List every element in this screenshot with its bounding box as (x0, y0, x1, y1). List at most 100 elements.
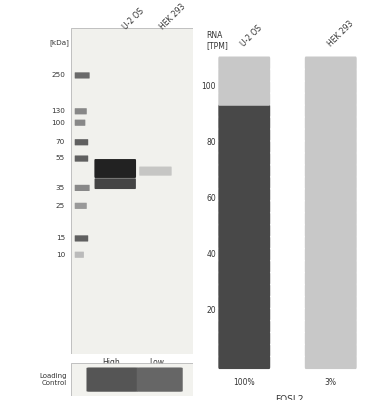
Text: 25: 25 (56, 203, 65, 209)
FancyBboxPatch shape (218, 188, 270, 202)
FancyBboxPatch shape (137, 368, 183, 392)
Text: 130: 130 (51, 108, 65, 114)
FancyBboxPatch shape (305, 116, 357, 130)
FancyBboxPatch shape (218, 344, 270, 357)
Bar (71, 28, 193, 44)
FancyBboxPatch shape (305, 200, 357, 214)
Text: U-2 OS: U-2 OS (239, 23, 264, 48)
FancyBboxPatch shape (305, 332, 357, 345)
FancyBboxPatch shape (218, 164, 270, 178)
FancyBboxPatch shape (218, 104, 270, 118)
Bar (71, 305, 193, 322)
Text: 60: 60 (206, 194, 216, 203)
FancyBboxPatch shape (305, 284, 357, 297)
FancyBboxPatch shape (305, 140, 357, 154)
Text: 35: 35 (56, 185, 65, 191)
FancyBboxPatch shape (218, 176, 270, 190)
FancyBboxPatch shape (305, 260, 357, 273)
FancyBboxPatch shape (218, 56, 270, 70)
Text: 40: 40 (206, 250, 216, 259)
Text: HEK 293: HEK 293 (158, 2, 187, 31)
Text: HEK 293: HEK 293 (326, 19, 355, 48)
Bar (71, 191, 193, 207)
FancyBboxPatch shape (75, 120, 85, 126)
Bar (71, 289, 193, 305)
FancyBboxPatch shape (305, 308, 357, 321)
FancyBboxPatch shape (218, 356, 270, 369)
Text: Loading
Control: Loading Control (39, 373, 67, 386)
FancyBboxPatch shape (218, 224, 270, 238)
Text: 250: 250 (51, 72, 65, 78)
FancyBboxPatch shape (305, 92, 357, 106)
FancyBboxPatch shape (218, 236, 270, 249)
FancyBboxPatch shape (305, 152, 357, 166)
FancyBboxPatch shape (75, 108, 87, 114)
Bar (71, 158, 193, 175)
FancyBboxPatch shape (305, 164, 357, 178)
FancyBboxPatch shape (139, 166, 172, 176)
FancyBboxPatch shape (218, 80, 270, 94)
Text: [kDa]: [kDa] (49, 40, 69, 46)
Text: 100%: 100% (234, 378, 255, 386)
FancyBboxPatch shape (75, 156, 88, 162)
Bar (71, 207, 193, 224)
Text: RNA
[TPM]: RNA [TPM] (206, 31, 228, 50)
Bar (71, 322, 193, 338)
FancyBboxPatch shape (218, 284, 270, 297)
FancyBboxPatch shape (305, 224, 357, 238)
Bar (71, 240, 193, 256)
FancyBboxPatch shape (218, 272, 270, 285)
Bar (71, 224, 193, 240)
Text: Low: Low (149, 358, 164, 367)
FancyBboxPatch shape (305, 344, 357, 357)
Bar (71, 77, 193, 93)
Text: 10: 10 (56, 252, 65, 258)
Bar (71, 338, 193, 354)
FancyBboxPatch shape (94, 159, 136, 178)
Bar (71, 93, 193, 110)
Text: 3%: 3% (325, 378, 337, 386)
Bar (71, 272, 193, 289)
Bar (71, 175, 193, 191)
FancyBboxPatch shape (218, 260, 270, 273)
FancyBboxPatch shape (305, 56, 357, 70)
FancyBboxPatch shape (305, 68, 357, 82)
Text: 20: 20 (206, 306, 216, 315)
Bar (71, 126, 193, 142)
Text: 100: 100 (51, 120, 65, 126)
FancyBboxPatch shape (218, 116, 270, 130)
FancyBboxPatch shape (305, 356, 357, 369)
FancyBboxPatch shape (218, 68, 270, 82)
FancyBboxPatch shape (305, 188, 357, 202)
FancyBboxPatch shape (75, 72, 90, 78)
FancyBboxPatch shape (75, 139, 88, 145)
FancyBboxPatch shape (94, 178, 136, 189)
FancyBboxPatch shape (305, 128, 357, 142)
FancyBboxPatch shape (218, 92, 270, 106)
FancyBboxPatch shape (87, 368, 138, 392)
Text: 55: 55 (56, 155, 65, 161)
Bar (71, 28, 193, 354)
FancyBboxPatch shape (305, 80, 357, 94)
FancyBboxPatch shape (305, 272, 357, 285)
Text: FOSL2: FOSL2 (275, 395, 304, 400)
FancyBboxPatch shape (75, 252, 84, 258)
Text: 80: 80 (206, 138, 216, 147)
FancyBboxPatch shape (218, 140, 270, 154)
Text: 100: 100 (201, 82, 216, 91)
FancyBboxPatch shape (305, 320, 357, 333)
Bar (71, 363, 193, 396)
Bar (71, 142, 193, 158)
Bar (71, 44, 193, 60)
FancyBboxPatch shape (305, 176, 357, 190)
FancyBboxPatch shape (75, 203, 87, 209)
Text: 70: 70 (56, 139, 65, 145)
Text: U-2 OS: U-2 OS (121, 6, 146, 31)
FancyBboxPatch shape (218, 296, 270, 309)
FancyBboxPatch shape (218, 200, 270, 214)
Bar (71, 110, 193, 126)
Bar (71, 256, 193, 272)
FancyBboxPatch shape (218, 212, 270, 226)
FancyBboxPatch shape (305, 248, 357, 261)
Bar (71, 61, 193, 77)
